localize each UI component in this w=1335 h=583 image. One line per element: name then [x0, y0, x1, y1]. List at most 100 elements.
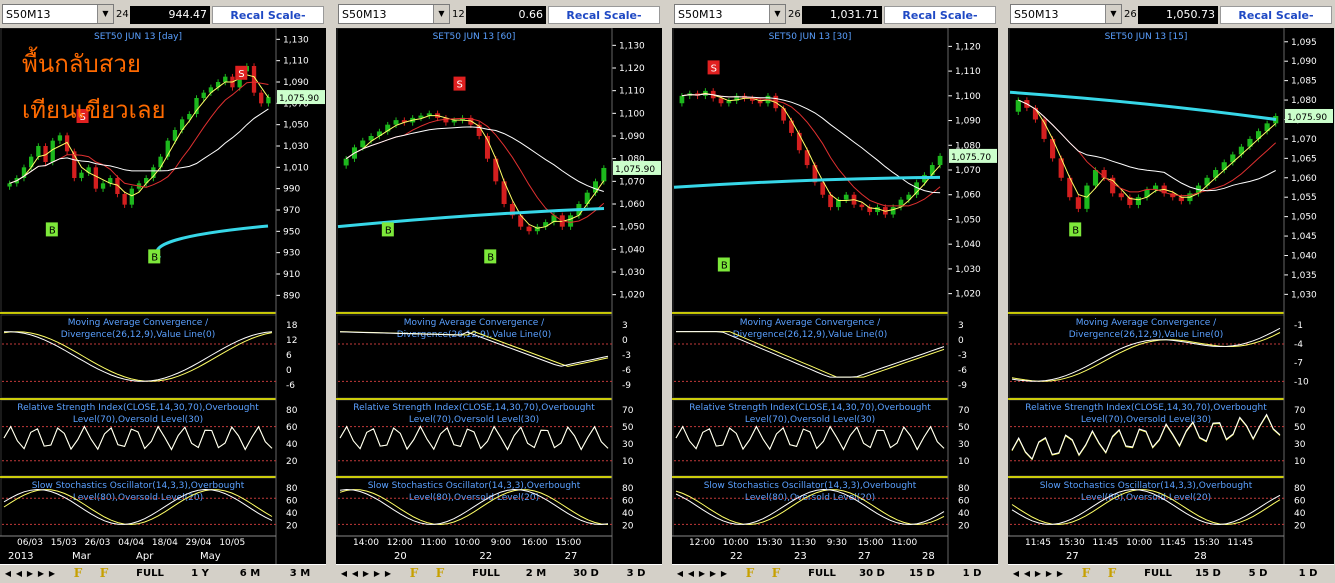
zoom-in-icon[interactable]: F: [1081, 566, 1091, 580]
zoom-out-icon[interactable]: F: [1107, 566, 1117, 580]
candle-body: [86, 167, 91, 173]
symbol-select[interactable]: S50M13 ▼: [2, 4, 114, 24]
x-tick-label: 15/03: [51, 538, 77, 548]
x-tick-label: 15:30: [1059, 538, 1085, 548]
y-tick-label: 60: [286, 423, 298, 433]
period-full-button[interactable]: FULL: [808, 568, 836, 579]
play-icon[interactable]: ▶: [48, 569, 56, 578]
scroll-right-step-icon[interactable]: ▶: [1034, 569, 1042, 578]
sell-signal-label: S: [457, 80, 463, 91]
period-button-1[interactable]: 15 D: [1195, 568, 1221, 579]
scroll-left-step-icon[interactable]: ◀: [1023, 569, 1031, 578]
y-tick-label: -6: [958, 366, 967, 376]
period-button-1[interactable]: 1 Y: [191, 568, 209, 579]
chevron-down-icon[interactable]: ▼: [1105, 5, 1121, 23]
candle-body: [259, 92, 264, 104]
chart-canvas[interactable]: SET50 JUN 13 [day] 1,1301,1101,0901,0701,…: [0, 28, 326, 564]
period-button-1[interactable]: 30 D: [859, 568, 885, 579]
zoom-out-icon[interactable]: F: [435, 566, 445, 580]
scroll-right-icon[interactable]: ▶: [37, 569, 45, 578]
play-icon[interactable]: ▶: [384, 569, 392, 578]
y-tick-label: 1,050: [1291, 213, 1317, 223]
y-tick-label: 60: [958, 497, 970, 507]
candle-body: [443, 117, 449, 123]
symbol-select[interactable]: S50M13 ▼: [338, 4, 450, 24]
zoom-in-icon[interactable]: F: [409, 566, 419, 580]
period-button-3[interactable]: 1 D: [1298, 568, 1318, 579]
play-icon[interactable]: ▶: [1056, 569, 1064, 578]
recal-scale-button[interactable]: Recal Scale-Linear: [548, 6, 660, 40]
period-button-3[interactable]: 3 D: [626, 568, 646, 579]
scroll-right-icon[interactable]: ▶: [709, 569, 717, 578]
zoom-in-icon[interactable]: F: [745, 566, 755, 580]
indicator-line: [3, 331, 273, 382]
chevron-down-icon[interactable]: ▼: [433, 5, 449, 23]
x-tick-label: 10:00: [1126, 538, 1152, 548]
x-tick-label: 9:30: [827, 538, 847, 548]
y-tick-label: 12: [286, 336, 297, 346]
period-button-2[interactable]: 5 D: [1248, 568, 1268, 579]
candle-body: [568, 215, 574, 227]
candle-body: [781, 108, 786, 121]
y-tick-label: 6: [286, 351, 292, 361]
period-button-2[interactable]: 15 D: [909, 568, 935, 579]
candle-body: [1230, 154, 1236, 163]
buy-signal-label: B: [1072, 225, 1079, 236]
scroll-left-step-icon[interactable]: ◀: [687, 569, 695, 578]
indicator-line: [3, 331, 273, 382]
y-tick-label: 1,100: [619, 109, 645, 119]
y-tick-label: 910: [283, 270, 300, 280]
x-axis-date-label: 2013: [8, 551, 33, 562]
x-tick-label: 15:30: [756, 538, 782, 548]
scroll-right-icon[interactable]: ▶: [1045, 569, 1053, 578]
scroll-left-icon[interactable]: ◀: [340, 569, 348, 578]
symbol-value: S50M13: [1014, 8, 1059, 21]
scroll-right-step-icon[interactable]: ▶: [362, 569, 370, 578]
scroll-left-step-icon[interactable]: ◀: [351, 569, 359, 578]
candle-body: [551, 215, 557, 223]
chart-canvas[interactable]: SET50 JUN 13 [60] 1,130 1,120 1,110 1,100 1,0…: [336, 28, 662, 564]
y-tick-label: 1,030: [955, 265, 981, 275]
moving-average-line: [9, 108, 269, 184]
candle-body: [187, 114, 192, 120]
period-button-3[interactable]: 3 M: [289, 568, 311, 579]
chart-canvas[interactable]: SET50 JUN 13 [30] 1,120 1,110 1,100 1,090 1,0…: [672, 28, 998, 564]
period-full-button[interactable]: FULL: [136, 568, 164, 579]
y-tick-label: 40: [1294, 509, 1306, 519]
indicator-title: Moving Average Convergence /: [68, 318, 209, 328]
chart-canvas[interactable]: SET50 JUN 13 [15] 1,095 1,090 1,085 1,080 1,0…: [1008, 28, 1334, 564]
scroll-right-step-icon[interactable]: ▶: [698, 569, 706, 578]
y-tick-label: 50: [1294, 423, 1306, 433]
period-button-1[interactable]: 2 M: [525, 568, 547, 579]
recal-scale-button[interactable]: Recal Scale-Linear: [884, 6, 996, 40]
period-full-button[interactable]: FULL: [1144, 568, 1172, 579]
scroll-right-step-icon[interactable]: ▶: [26, 569, 34, 578]
recal-scale-button[interactable]: Recal Scale-Linear: [1220, 6, 1332, 40]
y-tick-label: 20: [1294, 522, 1306, 532]
sell-signal-marker: [235, 65, 248, 80]
period-full-button[interactable]: FULL: [472, 568, 500, 579]
scroll-right-icon[interactable]: ▶: [373, 569, 381, 578]
period-button-2[interactable]: 30 D: [573, 568, 599, 579]
zoom-out-icon[interactable]: F: [771, 566, 781, 580]
scroll-left-icon[interactable]: ◀: [4, 569, 12, 578]
scroll-left-icon[interactable]: ◀: [676, 569, 684, 578]
chevron-down-icon[interactable]: ▼: [97, 5, 113, 23]
zoom-in-icon[interactable]: F: [73, 566, 83, 580]
scroll-left-step-icon[interactable]: ◀: [15, 569, 23, 578]
chevron-down-icon[interactable]: ▼: [769, 5, 785, 23]
scroll-left-icon[interactable]: ◀: [1012, 569, 1020, 578]
zoom-out-icon[interactable]: F: [99, 566, 109, 580]
recal-scale-button[interactable]: Recal Scale-Linear: [212, 6, 324, 40]
moving-average-line: [345, 126, 604, 192]
candle-body: [749, 98, 755, 101]
symbol-select[interactable]: S50M13 ▼: [1010, 4, 1122, 24]
period-button-2[interactable]: 6 M: [239, 568, 261, 579]
period-button-3[interactable]: 1 D: [962, 568, 982, 579]
y-tick-label: 80: [286, 406, 298, 416]
x-tick-label: 15:30: [1194, 538, 1220, 548]
play-icon[interactable]: ▶: [720, 569, 728, 578]
symbol-select[interactable]: S50M13 ▼: [674, 4, 786, 24]
